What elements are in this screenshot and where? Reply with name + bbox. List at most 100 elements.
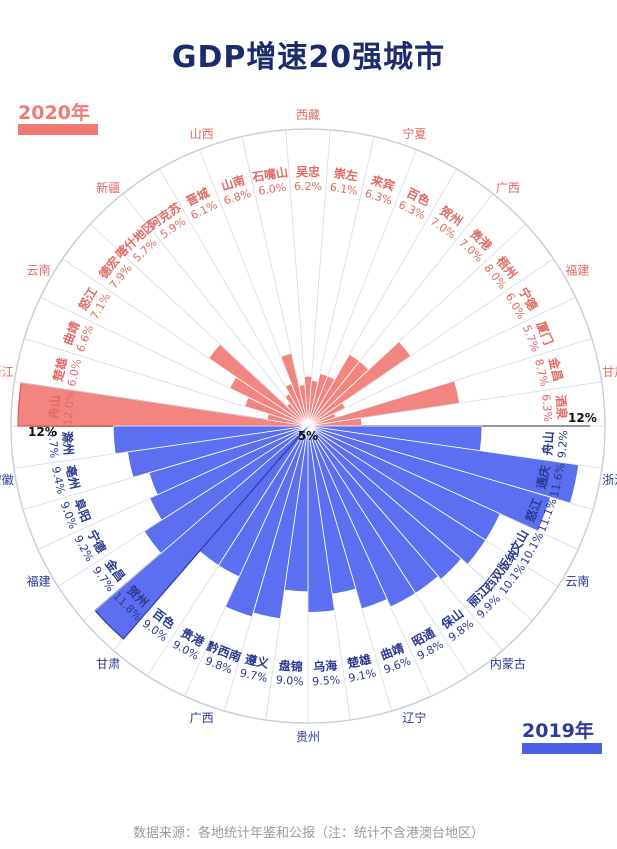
bar-2019-province-label: 安徽	[0, 472, 14, 487]
data-source-note: 数据来源：各地统计年鉴和公报（注：统计不含港澳台地区）	[132, 826, 484, 841]
bar-2019-city-label: 遵义	[244, 651, 272, 671]
bar-2019-label-group: 遵义9.7%	[239, 651, 272, 685]
bar-2019-value-label: 9.7%	[239, 666, 269, 685]
bar-2020-city-label: 楚雄	[50, 356, 70, 384]
bar-2020-value-label: 6.0%	[258, 181, 288, 198]
bar-2020-province-label: 浙江	[0, 365, 14, 379]
bar-2020-province-label: 广西	[496, 181, 520, 195]
bar-2020-city-label: 金昌	[546, 355, 566, 383]
bar-2019-bar	[112, 425, 309, 455]
bar-2020-label-group: 楚雄6.0%	[50, 356, 84, 388]
bar-2019-label-group: 舟山 9.2%	[540, 430, 571, 459]
bar-2019-value-label: 9.1%	[347, 666, 377, 685]
bar-2019-label-group: 盘锦9.0%	[275, 658, 304, 689]
bar-2020-city-label: 山南	[219, 172, 246, 193]
bar-2019-province-label: 云南	[565, 574, 589, 589]
bar-2020-label-group: 曲靖6.6%	[60, 319, 96, 354]
bar-2020-city-label: 吴忠	[296, 164, 320, 179]
bar-2019-label-group: 楚雄9.1%	[345, 651, 378, 685]
bar-2020-province-label: 新疆	[96, 180, 120, 195]
bar-2020-label-group: 贵港7.0%	[456, 226, 495, 265]
bar-2020-spoke	[90, 223, 309, 427]
bar-2019-value-label: 9.0%	[275, 673, 304, 688]
bar-2019-label-group: 保山9.8%	[437, 605, 476, 644]
bar-2020-spoke	[307, 129, 331, 427]
bar-2020-province-label: 西藏	[296, 108, 320, 122]
bar-2020-spoke	[241, 136, 309, 427]
bar-2019-province-label: 内蒙古	[490, 656, 526, 671]
bar-2019-label-group: 阜阳9.0%	[58, 496, 94, 530]
bar-2020-value-label: 6.0%	[65, 358, 84, 388]
bar-2019-label-group: 乌海9.5%	[312, 658, 341, 689]
legend-2020-label: 2020年	[18, 102, 90, 124]
bar-2019-value-label: 9.4%	[49, 465, 68, 495]
bar-2020-value-label: 6.1%	[329, 181, 359, 198]
bottom-province-ring	[10, 426, 606, 724]
bar-2020-label-group: 贺州7.0%	[428, 202, 466, 241]
bar-2019-city-label: 盘锦	[278, 658, 303, 675]
bar-2019-city-label: 亳州	[63, 464, 83, 491]
bar-2020-label-group: 厦门5.7%	[520, 319, 556, 354]
bar-2020-label-group: 德宏7.9%	[96, 253, 135, 291]
bar-2020-province-label: 云南	[27, 263, 51, 278]
bar-2020-value-label: 6.2%	[294, 180, 322, 193]
legend-2019: 2019年	[522, 716, 602, 754]
bar-2019-city-label: 通庆	[533, 464, 553, 491]
bar-2019-province-label: 甘肃	[96, 657, 120, 671]
bar-2020-value-label: 12.0%	[61, 390, 77, 426]
bar-2020-city-label: 舟山	[46, 394, 63, 419]
bar-2019-city-label: 乌海	[313, 658, 338, 675]
axis-left-max-label: 12%	[28, 425, 57, 439]
bar-2019-label-group: 亳州9.4%	[49, 464, 83, 496]
bar-2019-province-label: 浙江	[602, 473, 617, 487]
bar-2020-spoke	[14, 381, 309, 427]
bar-2020-spoke	[307, 258, 554, 427]
bar-2020-province-label: 山西	[190, 127, 214, 141]
bar-2020-spoke	[307, 296, 576, 427]
bar-2020-value-label: 6.3%	[539, 394, 554, 423]
bar-2020-province-label: 福建	[565, 263, 589, 278]
axis-center-label: 5%	[298, 429, 318, 443]
bar-2019-value-label: 9.2%	[555, 430, 570, 459]
bar-2020-province-label: 甘肃	[602, 365, 617, 379]
page-title: GDP增速20强城市	[171, 40, 446, 75]
bar-2020-label-group: 酒泉6.3%	[539, 394, 570, 423]
bar-2020-label-group: 来宾6.3%	[363, 172, 396, 208]
bar-2020-label-group: 金昌8.7%	[532, 355, 566, 388]
bar-2019-province-label: 贵州	[296, 730, 320, 744]
bar-2020-label-group: 吴忠6.2%	[294, 164, 322, 193]
bar-2020-province-label: 宁夏	[402, 126, 426, 141]
legend-2020: 2020年	[18, 98, 98, 135]
bar-2020-spoke	[159, 168, 309, 427]
bar-2019-label-group: 曲靖9.6%	[378, 640, 412, 676]
bar-2019-province-label: 福建	[27, 574, 51, 589]
bar-2019-value-label: 9.7%	[46, 430, 61, 459]
top-province-ring	[10, 128, 606, 427]
bar-2019-city-label: 滁州	[60, 431, 77, 456]
bar-2020-city-label: 酒泉	[553, 394, 570, 420]
legend-2019-label: 2019年	[522, 720, 594, 742]
bar-2019-city-label: 舟山	[540, 431, 557, 456]
bar-2020-spoke	[122, 193, 309, 427]
bar-2020-city-label: 崇左	[333, 165, 359, 183]
bar-2020-label-group: 崇左6.1%	[329, 165, 359, 198]
bar-2019-province-label: 广西	[190, 711, 214, 725]
legend-2020-swatch	[18, 124, 98, 135]
bar-2019-city-label: 楚雄	[345, 651, 373, 671]
bar-2020-label-group: 山南6.8%	[219, 172, 252, 207]
bar-2019-label-group: 滁州9.7%	[46, 430, 77, 459]
bar-2020-city-label: 石嘴山	[250, 164, 289, 184]
bar-2020-value-label: 8.7%	[532, 358, 551, 388]
bar-2019-value-label: 9.5%	[312, 673, 341, 688]
bar-2020-city-label: 来宾	[368, 172, 396, 194]
axis-right-max-label: 12%	[568, 411, 597, 425]
bar-2019-province-label: 辽宁	[402, 710, 426, 725]
legend-2019-swatch	[522, 743, 602, 754]
bar-2020-label-group: 梧州8.0%	[481, 253, 520, 291]
